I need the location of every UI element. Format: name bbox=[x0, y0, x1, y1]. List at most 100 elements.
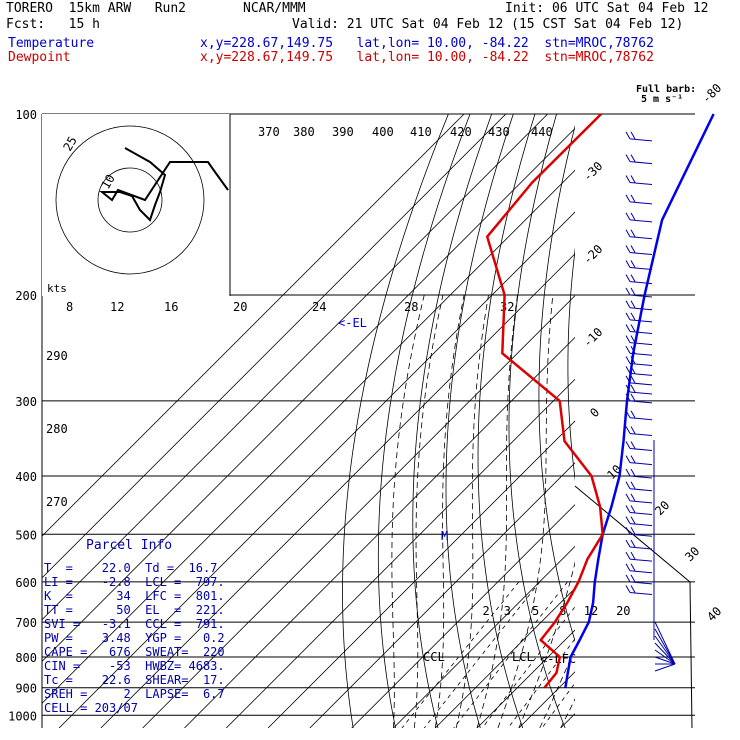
dry-adiabat-line bbox=[567, 247, 575, 482]
wind-barb-feather bbox=[630, 324, 636, 332]
moist-adiabat-line bbox=[497, 294, 554, 728]
wind-barb-feather bbox=[630, 346, 636, 354]
wind-barb bbox=[629, 511, 653, 515]
isotherm-label: -20 bbox=[580, 242, 605, 267]
dry-adiabat-line bbox=[675, 114, 740, 728]
hodograph-ring bbox=[55, 125, 205, 275]
dry-adiabat-line bbox=[445, 114, 514, 728]
moist-adiabat-line bbox=[434, 294, 465, 728]
wind-barb-feather bbox=[625, 356, 631, 364]
wind-barb-feather bbox=[630, 455, 636, 463]
wind-barb bbox=[629, 523, 653, 527]
wind-barb bbox=[629, 363, 653, 367]
dry-adiabat-line bbox=[342, 114, 449, 728]
wind-barb bbox=[629, 581, 653, 585]
wind-barb-feather bbox=[630, 375, 636, 384]
wind-barb-feather bbox=[625, 527, 631, 535]
wind-barb-feather bbox=[625, 426, 631, 434]
wind-barb-feather bbox=[630, 287, 636, 296]
wind-barb-feather bbox=[625, 539, 631, 548]
isotherm-line bbox=[602, 114, 740, 728]
theta-label: 380 bbox=[293, 125, 315, 139]
parcel-info-row: TT = 50 EL = 221. bbox=[44, 603, 225, 617]
el-label: <-EL bbox=[338, 316, 367, 330]
mixing-ratio-label: 5 bbox=[532, 604, 539, 618]
center-label: NCAR/MMM bbox=[243, 1, 306, 16]
dewpoint-location-label: x,y=228.67,149.75 lat,lon= 10.00, -84.22… bbox=[200, 50, 654, 65]
wind-barb-feather bbox=[630, 212, 636, 221]
wind-barb-feather bbox=[630, 585, 636, 593]
forecast-hour-label: Fcst: 15 h bbox=[6, 17, 100, 32]
wind-barb bbox=[629, 266, 653, 270]
moist-adiabat-line bbox=[539, 647, 575, 728]
pressure-tick-label: 500 bbox=[15, 528, 37, 542]
sounding-profiles bbox=[485, 113, 715, 689]
wind-barb-feather bbox=[630, 175, 636, 183]
temperature-legend-label: Temperature bbox=[8, 36, 95, 51]
wind-barb-feather bbox=[625, 245, 631, 253]
dry-adiabat-line bbox=[725, 114, 740, 728]
mixing-ratio-line bbox=[453, 581, 568, 728]
isotherm-line bbox=[267, 420, 575, 728]
pressure-tick-label: 300 bbox=[15, 395, 37, 409]
parcel-info-row: CIN = -53 HWBZ= 4683. bbox=[44, 659, 225, 673]
wind-barb-feather bbox=[625, 335, 631, 343]
hodograph: 25 10 bbox=[42, 114, 231, 296]
wind-barb-feather bbox=[630, 563, 636, 572]
isotherm-label: 30 bbox=[682, 544, 702, 564]
theta-label: 420 bbox=[450, 125, 472, 139]
wind-barb bbox=[654, 649, 676, 665]
hodograph-tick-label: 20 bbox=[233, 300, 247, 314]
wind-barb bbox=[629, 319, 653, 323]
theta-label: 440 bbox=[531, 125, 553, 139]
parcel-info-row: K = 34 LFC = 801. bbox=[44, 589, 225, 603]
wind-barb-feather bbox=[625, 468, 631, 477]
isotherm-line bbox=[393, 545, 575, 728]
theta-label: 410 bbox=[410, 125, 432, 139]
hodograph-tick-label: 8 bbox=[66, 300, 73, 314]
theta-side-label: 280 bbox=[46, 422, 68, 436]
wind-barb-feather bbox=[625, 585, 631, 593]
isotherm-line bbox=[351, 504, 575, 728]
isotherm-line bbox=[184, 336, 575, 728]
wind-barb-feather bbox=[625, 287, 631, 296]
wind-barb-feather bbox=[630, 468, 636, 477]
wind-barb bbox=[654, 628, 676, 665]
wind-barb-feather bbox=[625, 375, 631, 384]
wind-barb-feather bbox=[630, 493, 636, 502]
wind-barb-feather bbox=[625, 410, 631, 418]
diagram-grid bbox=[41, 113, 740, 729]
theta-label: 390 bbox=[332, 125, 354, 139]
wind-barb-feather bbox=[625, 516, 631, 524]
wind-barb-feather bbox=[630, 245, 636, 253]
m-label: M bbox=[441, 529, 448, 543]
hodograph-ring-label: 10 bbox=[98, 172, 117, 192]
parcel-info-panel: Parcel Info T = 22.0 Td = 16.7 LI = -2.8 … bbox=[44, 539, 232, 716]
parcel-info-row: PW = 3.48 YGP = 0.2 bbox=[44, 631, 225, 645]
wind-barb bbox=[629, 433, 653, 437]
dry-adiabat-line bbox=[650, 114, 740, 728]
hodograph-tick-label: 16 bbox=[164, 300, 178, 314]
hodograph-tick-label: 28 bbox=[404, 300, 418, 314]
moist-adiabat-line bbox=[413, 294, 444, 728]
wind-barb-feather bbox=[625, 229, 631, 237]
wind-barb-feather bbox=[625, 366, 631, 374]
wind-barb bbox=[629, 533, 653, 537]
parcel-info-row: CELL = 203/07 bbox=[44, 701, 138, 715]
wind-barb-feather bbox=[630, 410, 636, 418]
isotherm-line bbox=[560, 713, 575, 728]
wind-barb bbox=[629, 307, 653, 311]
wind-barb-feather bbox=[630, 527, 636, 535]
wind-barb-feather bbox=[625, 574, 631, 583]
wind-barb bbox=[654, 621, 676, 665]
isotherm-line bbox=[42, 169, 575, 704]
wind-barb-feather bbox=[630, 300, 636, 308]
wind-barb-feather bbox=[625, 154, 631, 162]
pressure-tick-label: 800 bbox=[15, 651, 37, 665]
dry-adiabat-line bbox=[477, 114, 536, 728]
wind-barb bbox=[629, 592, 653, 596]
wind-barb-feather bbox=[625, 324, 631, 332]
parcel-info-row: Tc = 22.6 SHEAR= 17. bbox=[44, 673, 225, 687]
wind-barb-feather bbox=[625, 441, 631, 449]
barb-legend-unit: 5 m s⁻¹ bbox=[641, 94, 684, 105]
